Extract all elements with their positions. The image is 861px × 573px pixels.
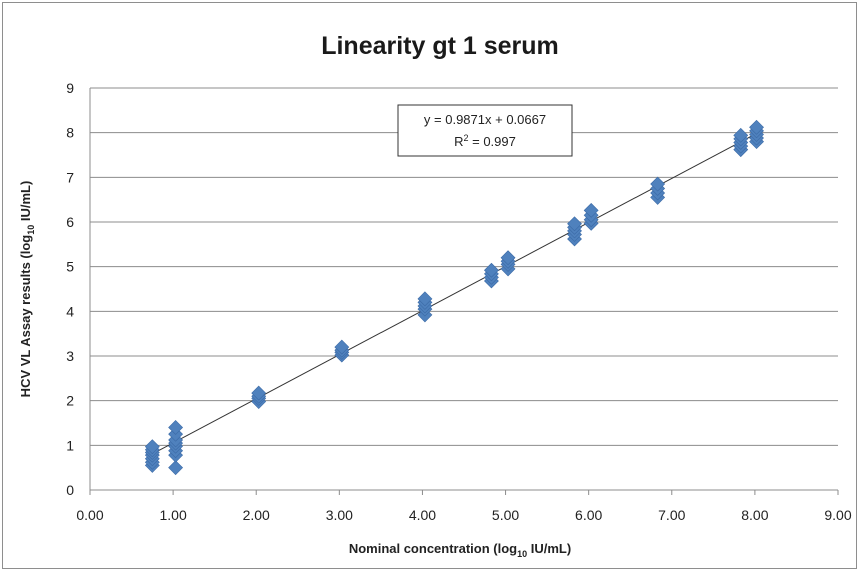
gridlines	[90, 87, 838, 446]
x-tick-label: 4.00	[409, 507, 436, 523]
trendline-layer	[152, 132, 757, 455]
data-point	[733, 127, 749, 143]
y-axis-label-main: HCV VL Assay results (log	[18, 235, 33, 398]
data-point	[168, 460, 184, 476]
x-axis-label-sub: 10	[517, 549, 527, 559]
y-tick-label: 5	[66, 259, 74, 275]
x-tick-label: 0.00	[76, 507, 103, 523]
r-squared-main: R	[454, 134, 463, 149]
y-tick-labels: 0 1 2 3 4 5 6 7 8 9	[66, 80, 74, 498]
data-point	[650, 176, 666, 192]
x-axis-label-tail: IU/mL)	[527, 541, 571, 556]
y-tick-label: 1	[66, 437, 74, 453]
equation-box-border	[397, 104, 573, 157]
data-point	[334, 339, 350, 355]
data-points	[144, 119, 764, 476]
y-axis-label-tail: IU/mL)	[18, 181, 33, 225]
data-point	[749, 119, 764, 135]
x-tick-label: 5.00	[492, 507, 519, 523]
axes	[89, 88, 839, 495]
x-axis-label: Nominal concentration (log10 IU/mL)	[349, 541, 571, 559]
y-tick-label: 4	[66, 303, 74, 319]
y-axis-label: HCV VL Assay results (log10 IU/mL)	[18, 181, 36, 398]
y-tick-label: 0	[66, 482, 74, 498]
y-tick-label: 2	[66, 393, 74, 409]
y-tick-label: 6	[66, 214, 74, 230]
data-point	[251, 385, 267, 401]
r-squared-text: R2 = 0.997	[454, 133, 516, 149]
chart-title: Linearity gt 1 serum	[321, 32, 559, 60]
x-axis-label-main: Nominal concentration (log	[349, 541, 517, 556]
x-tick-label: 2.00	[243, 507, 270, 523]
x-tick-labels: 0.00 1.00 2.00 3.00 4.00 5.00 6.00 7.00 8.00 9.00	[76, 507, 851, 523]
x-tick-label: 1.00	[159, 507, 186, 523]
data-point	[484, 262, 499, 278]
data-point	[567, 216, 582, 232]
x-tick-label: 9.00	[824, 507, 851, 523]
data-point	[144, 439, 160, 455]
data-point	[417, 291, 433, 307]
trendline	[152, 132, 757, 455]
x-tick-label: 3.00	[326, 507, 353, 523]
y-axis-label-sub: 10	[26, 225, 36, 235]
data-point	[168, 420, 184, 435]
y-tick-label: 9	[66, 80, 74, 96]
x-tick-label: 8.00	[741, 507, 768, 523]
y-tick-label: 7	[66, 169, 74, 185]
y-tick-label: 3	[66, 348, 74, 364]
data-point	[500, 250, 516, 266]
data-point	[583, 202, 599, 218]
equation-text: y = 0.9871x + 0.0667	[424, 112, 546, 127]
x-tick-label: 7.00	[658, 507, 685, 523]
equation-box: y = 0.9871x + 0.0667 R2 = 0.997	[397, 104, 573, 157]
x-tick-label: 6.00	[575, 507, 602, 523]
y-tick-label: 8	[66, 125, 74, 141]
r-squared-sup: 2	[464, 133, 469, 143]
r-squared-tail: = 0.997	[469, 134, 516, 149]
